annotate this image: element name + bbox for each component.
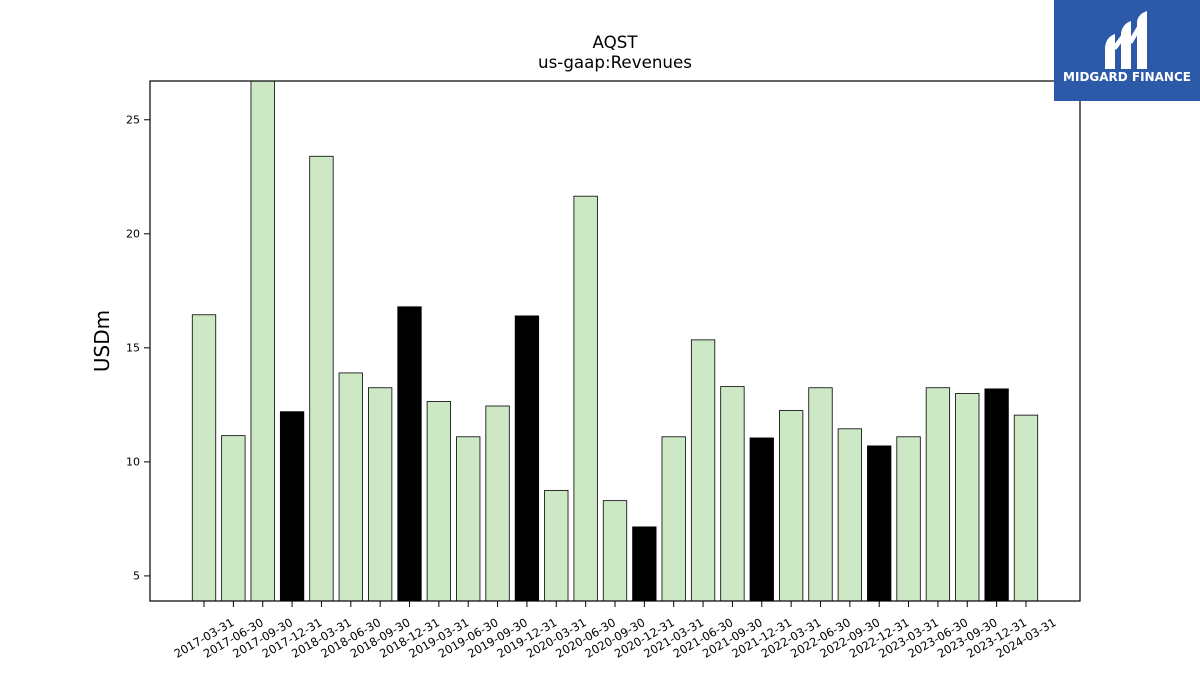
logo-text: MIDGARD FINANCE [1063,70,1191,84]
bar [191,314,217,602]
bar [1013,414,1039,602]
bar [778,410,804,602]
bar [544,489,569,602]
bar [896,436,921,602]
bar [632,526,657,602]
bars-group [191,80,1039,602]
bar [397,306,422,602]
bar [485,405,510,602]
bar [690,339,716,602]
logo: MIDGARD FINANCE [1054,0,1200,101]
bar [749,437,774,602]
bar [338,372,363,602]
bar [661,436,686,602]
bar [221,435,246,602]
bar [867,445,892,602]
y-tick-label: 15 [126,341,140,354]
plot-frame [149,80,1081,602]
bar [309,155,334,602]
chart-subtitle: us-gaap:Revenues [538,52,692,72]
bar [573,195,598,602]
y-tick-label: 25 [126,113,140,126]
bar [955,393,980,602]
y-axis-ticks: 5 10 15 20 25 [126,113,150,582]
bar [808,387,833,602]
bar [456,436,481,602]
bar [368,387,393,602]
y-tick-label: 10 [126,455,140,468]
bar [279,411,305,602]
bar [602,500,628,602]
bar [837,428,862,602]
bar [426,401,451,602]
bar [720,386,745,602]
y-tick-label: 5 [133,569,140,582]
y-tick-label: 20 [126,227,140,240]
bar [250,80,275,602]
chart-title: AQST [592,32,638,52]
bar [984,388,1009,602]
logo-icon [1105,11,1147,69]
bar [925,387,951,602]
y-axis-label: USDm [90,310,114,372]
bar [514,315,540,602]
